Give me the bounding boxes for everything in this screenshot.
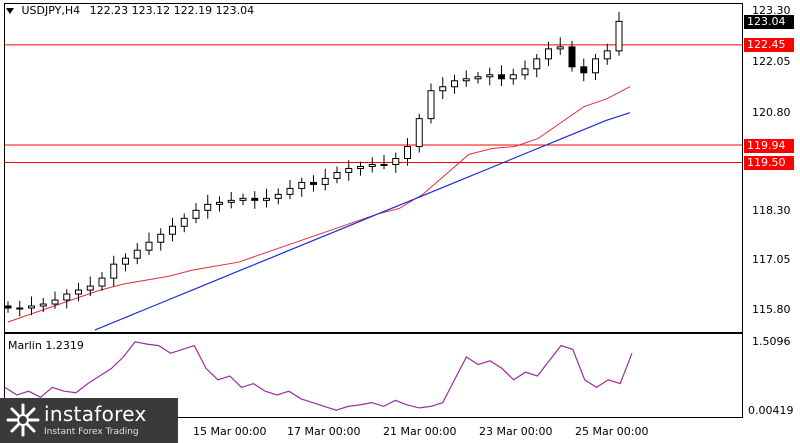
price-tick-2: 122.05 bbox=[752, 55, 791, 68]
time-label-1: 15 Mar 00:00 bbox=[193, 425, 267, 438]
candle-body bbox=[251, 197, 259, 201]
candle-body bbox=[286, 187, 294, 195]
candle-body bbox=[404, 146, 411, 160]
candle-body bbox=[427, 90, 435, 120]
instaforex-logo bbox=[0, 398, 178, 443]
price-tick-6: 115.80 bbox=[752, 303, 791, 316]
candles bbox=[4, 11, 623, 317]
price-tick-5: 117.05 bbox=[752, 253, 791, 266]
candle-body bbox=[122, 257, 129, 265]
candle-body bbox=[451, 80, 458, 88]
candle-body bbox=[204, 203, 212, 211]
candle-body bbox=[4, 305, 12, 309]
candle-body bbox=[509, 74, 517, 80]
candle-body bbox=[415, 118, 423, 148]
candle-body bbox=[545, 48, 552, 60]
ma-slow-line bbox=[94, 112, 631, 331]
oscillator-bottom-label: 0.00419 bbox=[748, 404, 794, 417]
candle-body bbox=[227, 199, 235, 203]
time-label-4: 23 Mar 00:00 bbox=[479, 425, 553, 438]
candle-body bbox=[39, 303, 47, 307]
candle-body bbox=[521, 68, 529, 76]
candle-body bbox=[51, 299, 59, 305]
candle-body bbox=[345, 167, 353, 173]
candle-body bbox=[98, 277, 106, 287]
oscillator-line bbox=[4, 341, 633, 411]
chart-header: USDJPY,H4 122.23 123.12 122.19 123.04 bbox=[6, 4, 254, 17]
candle-body bbox=[216, 201, 223, 205]
candle-body bbox=[533, 58, 541, 70]
collapse-triangle-icon[interactable] bbox=[6, 8, 14, 14]
logo-tagline: Instant Forex Trading bbox=[44, 427, 139, 437]
horizontal-levels[interactable] bbox=[5, 44, 742, 163]
candle-body bbox=[368, 163, 376, 167]
candle-body bbox=[180, 217, 188, 227]
symbol-label: USDJPY,H4 bbox=[21, 4, 81, 17]
candle-body bbox=[310, 181, 317, 185]
candle-body bbox=[321, 177, 329, 185]
candle-body bbox=[110, 263, 118, 279]
level-tag-1: 122.45 bbox=[744, 38, 794, 52]
candle-body bbox=[133, 249, 141, 259]
candle-body bbox=[28, 305, 35, 309]
candle-body bbox=[603, 50, 611, 60]
candle-body bbox=[86, 285, 94, 291]
candle-body bbox=[169, 225, 176, 235]
candle-body bbox=[274, 193, 282, 199]
level-tag-3: 119.50 bbox=[744, 156, 794, 170]
candle-body bbox=[357, 165, 364, 169]
candle-body bbox=[157, 233, 165, 243]
ohlc-values: 122.23 123.12 122.19 123.04 bbox=[89, 4, 255, 17]
candle-body bbox=[63, 293, 71, 301]
price-tick-4: 118.30 bbox=[752, 204, 791, 217]
candle-body bbox=[462, 78, 470, 82]
candle-body bbox=[592, 58, 599, 74]
logo-brand: instaforex bbox=[44, 402, 147, 426]
candle-body bbox=[263, 197, 270, 201]
candle-body bbox=[568, 46, 576, 68]
price-tick-3: 120.80 bbox=[752, 106, 791, 119]
current-price-tag: 123.04 bbox=[744, 15, 794, 29]
marlin-oscillator-path bbox=[4, 341, 633, 411]
candle-body bbox=[239, 197, 247, 201]
oscillator-top-label: 1.5096 bbox=[752, 335, 791, 348]
time-label-5: 25 Mar 00:00 bbox=[575, 425, 649, 438]
candle-body bbox=[439, 86, 447, 92]
oscillator-name: Marlin 1.2319 bbox=[8, 339, 84, 352]
price-tick-1: 123.30 bbox=[752, 4, 791, 17]
candle-body bbox=[486, 74, 494, 78]
candle-body bbox=[556, 46, 564, 50]
oscillator-panel-frame bbox=[4, 333, 743, 418]
candle-body bbox=[498, 74, 505, 80]
main-panel-frame bbox=[4, 3, 743, 333]
candle-body bbox=[392, 158, 400, 165]
candle-body bbox=[474, 76, 482, 80]
candle-body bbox=[75, 289, 82, 295]
ma-fast-line bbox=[7, 86, 631, 323]
candle-body bbox=[380, 163, 388, 166]
candle-body bbox=[145, 241, 153, 251]
candle-body bbox=[615, 20, 623, 52]
candle-body bbox=[298, 181, 306, 189]
time-label-3: 21 Mar 00:00 bbox=[383, 425, 457, 438]
level-tag-2: 119.94 bbox=[744, 139, 794, 153]
logo-mark-icon bbox=[6, 403, 40, 437]
candle-body bbox=[16, 307, 24, 310]
moving-averages bbox=[7, 86, 631, 331]
candle-body bbox=[580, 66, 588, 74]
candle-body bbox=[192, 209, 200, 219]
candle-body bbox=[333, 171, 341, 179]
time-label-2: 17 Mar 00:00 bbox=[287, 425, 361, 438]
